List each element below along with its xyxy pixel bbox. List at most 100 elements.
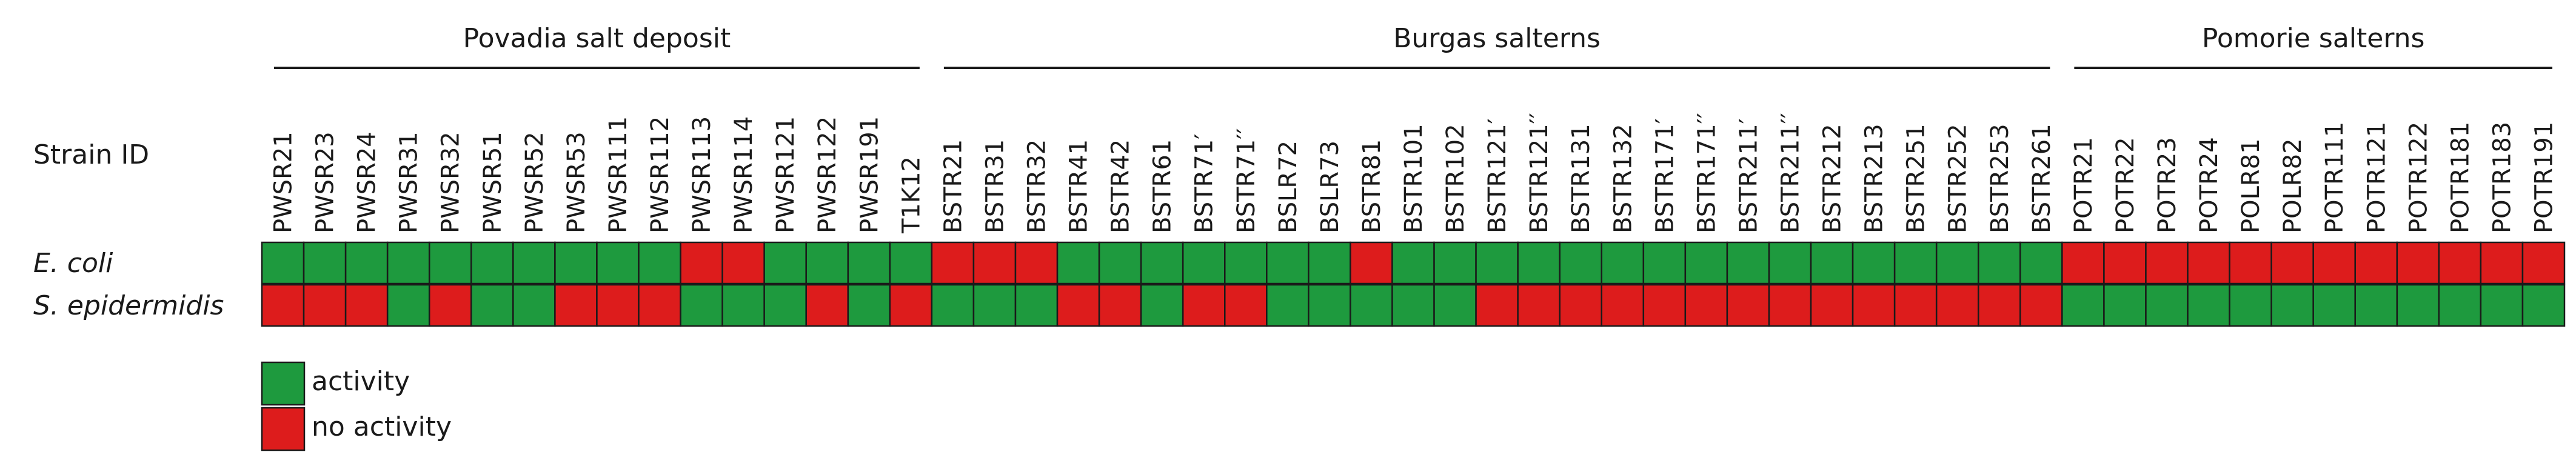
column-label: POTR122 — [2404, 122, 2432, 233]
column-label: BSTR131 — [1567, 124, 1595, 233]
heatmap-cell — [303, 284, 347, 327]
heatmap-cell — [1977, 284, 2021, 327]
heatmap-cell — [2187, 284, 2230, 327]
heatmap-cell — [1768, 241, 1812, 285]
group-headers: Povadia salt deposit Burgas salterns Pomor… — [274, 23, 2552, 69]
heatmap-cell — [1517, 241, 1561, 285]
column-label: BSTR252 — [1944, 124, 1972, 233]
heatmap-cell — [2438, 241, 2482, 285]
column-label: BSTR32 — [1023, 139, 1051, 233]
heatmap-cell — [680, 241, 723, 285]
heatmap-cell — [344, 284, 389, 327]
heatmap-cell — [680, 284, 723, 327]
legend: activity no activity — [261, 361, 452, 451]
column-label: BSTR132 — [1609, 124, 1637, 233]
heatmap-cell — [1182, 284, 1226, 327]
heatmap-cell — [1056, 241, 1100, 285]
heatmap-cell — [1098, 284, 1142, 327]
heatmap-cell — [596, 284, 640, 327]
heatmap-cell — [1642, 284, 1687, 327]
heatmap-cell — [931, 241, 975, 285]
heatmap-cell — [596, 241, 640, 285]
heatmap-cell — [1350, 241, 1393, 285]
heatmap-cell — [1559, 241, 1602, 285]
heatmap-cell — [2061, 241, 2105, 285]
heatmap-cell — [1182, 241, 1226, 285]
heatmap-cell — [2438, 284, 2482, 327]
strain-id-header: Strain ID — [33, 139, 149, 170]
heatmap-cell — [1768, 284, 1812, 327]
heatmap-cell — [1433, 284, 1477, 327]
heatmap-cell — [889, 284, 933, 327]
column-label: BSTR101 — [1400, 124, 1428, 233]
heatmap-cell — [1935, 284, 1979, 327]
heatmap-cell — [2354, 284, 2398, 327]
heatmap-cell — [2270, 284, 2314, 327]
heatmap-cell — [1433, 241, 1477, 285]
heatmap-cell — [931, 284, 975, 327]
heatmap-cell — [638, 284, 681, 327]
heatmap-cell — [1810, 284, 1854, 327]
column-label: BSTR71′ — [1191, 134, 1219, 233]
heatmap-cell — [763, 284, 807, 327]
heatmap-cell — [1224, 241, 1268, 285]
column-label: BSTR171′ — [1651, 118, 1679, 233]
heatmap-cell — [1935, 241, 1979, 285]
column-label: POTR121 — [2363, 122, 2390, 233]
column-label: BSTR211′ — [1735, 118, 1762, 233]
heatmap-cell — [2103, 241, 2147, 285]
heatmap-cell — [847, 284, 891, 327]
heatmap-cell — [1308, 284, 1351, 327]
column-label: PWSR52 — [521, 131, 549, 233]
heatmap-cell — [2312, 284, 2356, 327]
heatmap-cell — [1852, 284, 1896, 327]
heatmap-cell — [972, 284, 1017, 327]
column-label: BSTR121′′ — [1525, 113, 1553, 233]
heatmap-cell — [1475, 241, 1519, 285]
heatmap-cell — [1726, 284, 1770, 327]
heatmap-cell — [1601, 284, 1645, 327]
group-title-0: Povadia salt deposit — [463, 23, 731, 54]
column-label: PWSR51 — [479, 131, 507, 233]
column-label: PWSR112 — [646, 116, 674, 233]
heatmap-cell — [1224, 284, 1268, 327]
column-label: BSTR251 — [1902, 124, 1930, 233]
column-label: BSLR73 — [1316, 141, 1344, 233]
heatmap-cell — [303, 241, 347, 285]
column-label: BSTR71′′ — [1233, 128, 1260, 233]
legend-label-1: no activity — [312, 411, 452, 442]
column-label: POTR183 — [2488, 122, 2516, 233]
column-label: POTR22 — [2112, 137, 2139, 233]
heatmap-cell — [805, 284, 849, 327]
column-label: PWSR31 — [395, 131, 423, 233]
heatmap-cell — [1350, 284, 1393, 327]
row-labels: E. coli S. epidermidis — [33, 248, 224, 321]
heatmap-cell — [1140, 284, 1184, 327]
heatmap-cell — [386, 241, 430, 285]
column-label: PWSR113 — [688, 116, 716, 233]
column-label: BSTR253 — [1986, 124, 2014, 233]
column-label: BSTR211′′ — [1776, 113, 1804, 233]
column-label: BSLR72 — [1274, 141, 1302, 233]
heatmap-cell — [1517, 284, 1561, 327]
column-label: POTR191 — [2530, 122, 2558, 233]
heatmap-cell — [721, 284, 765, 327]
column-label: POLR82 — [2279, 138, 2307, 233]
heatmap-cell — [1601, 241, 1645, 285]
heatmap-cell — [386, 284, 430, 327]
heatmap-cell — [554, 284, 598, 327]
column-label: PWSR122 — [814, 116, 841, 233]
heatmap-cell — [2312, 241, 2356, 285]
heatmap-cell — [847, 241, 891, 285]
column-label: BSTR171′′ — [1693, 113, 1721, 233]
heatmap-cell — [2396, 241, 2440, 285]
heatmap-cell — [470, 284, 514, 327]
heatmap-cell — [972, 241, 1017, 285]
heatmap-cell — [2103, 284, 2147, 327]
heatmap-cell — [2019, 241, 2063, 285]
column-label: POTR21 — [2070, 137, 2098, 233]
heatmap-cell — [805, 241, 849, 285]
heatmap-cell — [1140, 241, 1184, 285]
column-label: PWSR24 — [353, 131, 381, 233]
